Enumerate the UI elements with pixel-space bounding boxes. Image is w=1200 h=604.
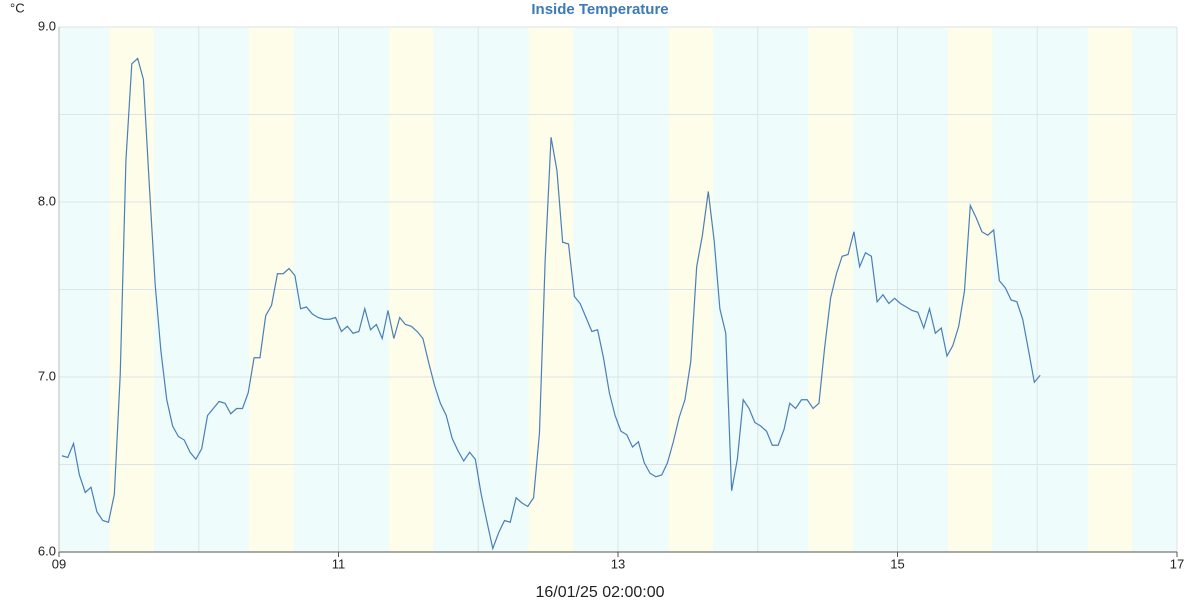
y-tick-label: 8.0 (38, 193, 56, 208)
temperature-line (61, 57, 1041, 551)
chart-title: Inside Temperature (531, 1, 668, 18)
y-tick-label: 7.0 (38, 368, 56, 383)
x-tick-label: 09 (52, 556, 66, 571)
x-tick-label: 17 (1170, 556, 1184, 571)
y-unit: °C (10, 0, 25, 15)
y-tick-label: 6.0 (38, 543, 56, 558)
x-tick-label: 15 (890, 556, 904, 571)
x-axis-label: 16/01/25 02:00:00 (535, 584, 664, 600)
x-tick-label: 11 (332, 556, 346, 571)
y-tick-label: 9.0 (38, 18, 56, 33)
x-tick-label: 13 (611, 556, 625, 571)
